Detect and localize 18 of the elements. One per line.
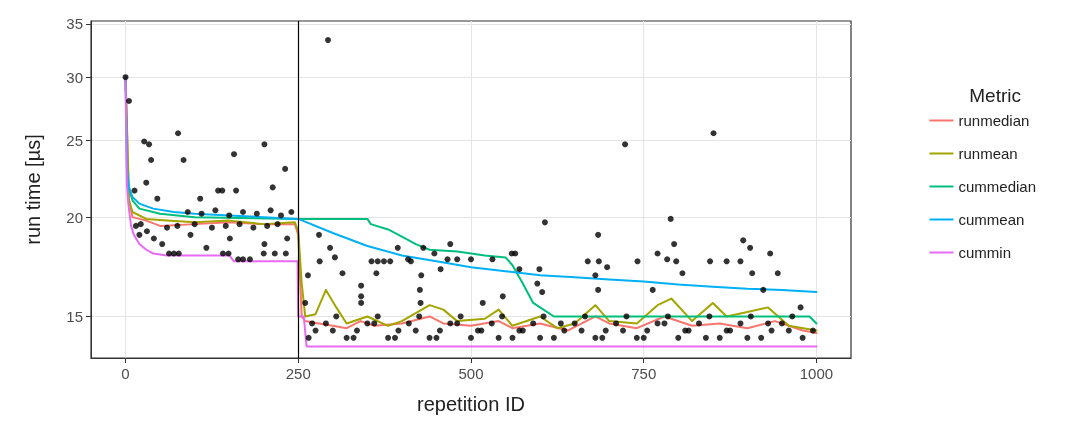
- y-tick-label: 35: [66, 15, 83, 33]
- y-tick-label: 20: [66, 208, 83, 226]
- x-tick-label: 1000: [799, 365, 834, 382]
- legend-label: cummin: [958, 244, 1011, 261]
- x-tick-label: 750: [631, 365, 657, 382]
- y-tick-label: 25: [66, 131, 83, 149]
- x-tick-label: 250: [285, 365, 311, 382]
- y-tick-label: 30: [66, 68, 83, 86]
- legend-label: runmedian: [958, 112, 1030, 129]
- legend-title: Metric: [969, 85, 1022, 106]
- legend-label: cummean: [958, 211, 1025, 228]
- y-axis-title: run time [µs]: [22, 134, 44, 245]
- x-tick-label: 500: [458, 365, 484, 382]
- x-axis-title: repetition ID: [417, 393, 525, 415]
- legend-label: cummedian: [958, 178, 1037, 195]
- x-tick-label: 0: [121, 365, 130, 382]
- y-tick-label: 15: [66, 307, 83, 325]
- legend-label: runmean: [958, 145, 1018, 162]
